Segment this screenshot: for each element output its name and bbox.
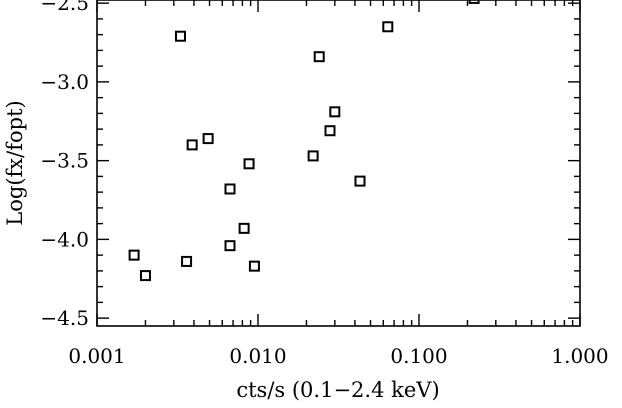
axis-tick-labels: 0.001 0.010 0.100 1.000 −2.5 −3.0 −3.5 −4.0 −4.5 xyxy=(40,0,608,368)
y-tick-label: −3.5 xyxy=(40,149,89,173)
data-point xyxy=(224,240,236,252)
data-point xyxy=(174,30,186,42)
y-tick-label: −2.5 xyxy=(40,0,89,15)
plot-frame xyxy=(96,0,581,327)
data-point xyxy=(324,125,336,137)
data-point xyxy=(181,255,193,267)
y-tick-label: −4.5 xyxy=(40,306,89,330)
data-point xyxy=(238,222,250,234)
data-point xyxy=(139,270,151,282)
x-tick-label: 0.010 xyxy=(229,344,286,368)
data-points xyxy=(128,0,480,282)
y-tick-label: −4.0 xyxy=(40,227,89,251)
data-point xyxy=(243,158,255,170)
data-point xyxy=(202,133,214,145)
data-point xyxy=(186,139,198,151)
data-point xyxy=(224,183,236,195)
data-point xyxy=(307,150,319,162)
y-tick-label: −3.0 xyxy=(40,70,89,94)
x-tick-label: 1.000 xyxy=(551,344,608,368)
data-point xyxy=(313,51,325,63)
data-point xyxy=(248,260,260,272)
y-axis-title: Log(fx/fopt) xyxy=(3,100,27,225)
data-point xyxy=(382,21,394,33)
data-point xyxy=(128,249,140,261)
x-axis-title: cts/s (0.1−2.4 keV) xyxy=(236,378,439,402)
axis-ticks xyxy=(96,0,581,326)
x-tick-label: 0.100 xyxy=(390,344,447,368)
data-point xyxy=(329,106,341,118)
data-point xyxy=(468,0,480,4)
x-tick-label: 0.001 xyxy=(68,344,125,368)
data-point xyxy=(354,175,366,187)
